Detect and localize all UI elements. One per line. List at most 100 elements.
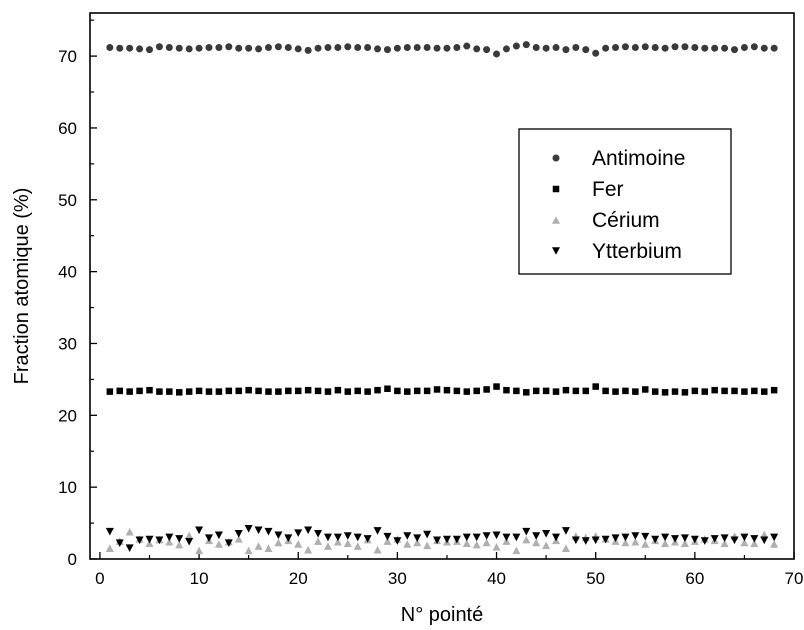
data-point-ytterbium (204, 534, 213, 542)
data-point-fer (681, 389, 689, 396)
data-point-ytterbium (730, 536, 739, 545)
data-point-fer (592, 383, 599, 390)
data-point-ytterbium (264, 527, 273, 536)
data-point-cerium (323, 542, 332, 550)
data-point-antimoine (304, 46, 312, 54)
data-point-antimoine (433, 44, 441, 52)
data-point-ytterbium (502, 533, 511, 542)
plot-frame (89, 12, 795, 560)
data-point-fer (473, 387, 480, 395)
data-point-ytterbium (552, 533, 561, 542)
data-point-fer (731, 387, 738, 395)
data-point-ytterbium (611, 534, 620, 542)
data-point-ytterbium (224, 539, 233, 547)
data-point-ytterbium (631, 532, 640, 540)
data-point-antimoine (463, 42, 471, 50)
data-point-ytterbium (522, 527, 531, 536)
data-point-ytterbium (195, 526, 204, 535)
y-tick-label: 70 (58, 47, 77, 66)
data-point-fer (751, 387, 758, 395)
y-axis-title: Fraction atomique (%) (11, 188, 33, 385)
x-axis-title: N° pointé (401, 604, 484, 626)
x-tick-label: 70 (785, 569, 804, 588)
data-point-fer (106, 388, 114, 395)
data-point-cerium (403, 540, 412, 548)
data-point-fer (612, 388, 619, 395)
data-point-fer (661, 389, 669, 396)
data-point-fer (374, 386, 381, 394)
data-point-ytterbium (175, 535, 184, 543)
data-point-antimoine (681, 43, 689, 51)
data-point-antimoine (314, 44, 322, 52)
data-point-ytterbium (373, 527, 382, 535)
legend-label-antimoine: Antimoine (592, 147, 685, 170)
data-point-cerium (165, 537, 174, 546)
data-point-antimoine (592, 49, 600, 57)
data-point-ytterbium (214, 531, 223, 540)
data-point-fer (701, 388, 709, 395)
data-point-fer (741, 388, 748, 395)
data-point-antimoine (731, 46, 739, 54)
data-point-fer (651, 388, 659, 395)
data-point-ytterbium (353, 533, 362, 542)
data-point-cerium (770, 540, 779, 548)
data-point-antimoine (136, 45, 144, 53)
data-point-cerium (314, 537, 323, 545)
data-point-cerium (532, 538, 541, 547)
data-point-cerium (214, 540, 223, 548)
legend-label-ytterbium: Ytterbium (592, 240, 682, 263)
data-point-fer (324, 388, 332, 395)
data-point-fer (225, 387, 233, 395)
data-point-antimoine (294, 45, 302, 53)
data-point-fer (562, 386, 570, 394)
data-point-ytterbium (284, 534, 293, 542)
data-point-antimoine (621, 43, 629, 51)
data-point-antimoine (493, 50, 501, 58)
data-point-antimoine (383, 46, 391, 54)
data-point-ytterbium (760, 536, 769, 545)
data-point-fer (572, 387, 580, 395)
data-point-antimoine (185, 45, 193, 53)
data-point-fer (542, 387, 550, 395)
data-point-cerium (244, 546, 253, 555)
data-point-antimoine (344, 43, 352, 51)
data-point-ytterbium (135, 536, 144, 545)
data-point-fer (691, 387, 699, 395)
data-point-ytterbium (304, 526, 313, 535)
data-point-cerium (185, 531, 194, 540)
data-point-antimoine (552, 43, 560, 51)
data-point-cerium (304, 545, 313, 554)
y-tick-label: 30 (58, 334, 77, 353)
data-point-fer (552, 388, 560, 395)
data-point-fer (265, 388, 272, 395)
x-tick-label: 40 (487, 569, 506, 588)
data-point-antimoine (324, 43, 332, 51)
y-tick-label: 20 (58, 406, 77, 425)
data-point-ytterbium (383, 532, 392, 541)
data-point-antimoine (631, 43, 639, 51)
data-point-antimoine (235, 44, 243, 52)
data-point-cerium (542, 541, 551, 550)
data-point-cerium (621, 538, 630, 547)
data-point-ytterbium (343, 532, 352, 540)
data-point-cerium (641, 540, 650, 548)
data-point-cerium (720, 539, 729, 547)
data-point-antimoine (651, 43, 659, 51)
data-point-cerium (234, 535, 243, 543)
data-point-fer (770, 386, 778, 394)
data-point-ytterbium (671, 535, 680, 543)
data-point-fer (582, 387, 590, 395)
data-point-ytterbium (105, 527, 114, 536)
data-point-fer (721, 387, 728, 395)
data-point-cerium (353, 542, 362, 550)
data-point-antimoine (532, 43, 540, 51)
data-point-ytterbium (770, 533, 779, 542)
data-point-fer (205, 388, 213, 395)
data-point-fer (136, 387, 143, 395)
data-point-cerium (760, 530, 769, 539)
data-point-antimoine (245, 44, 253, 52)
data-point-antimoine (453, 43, 461, 51)
data-point-fer (215, 388, 223, 395)
data-point-ytterbium (561, 527, 570, 535)
data-point-antimoine (671, 43, 679, 51)
